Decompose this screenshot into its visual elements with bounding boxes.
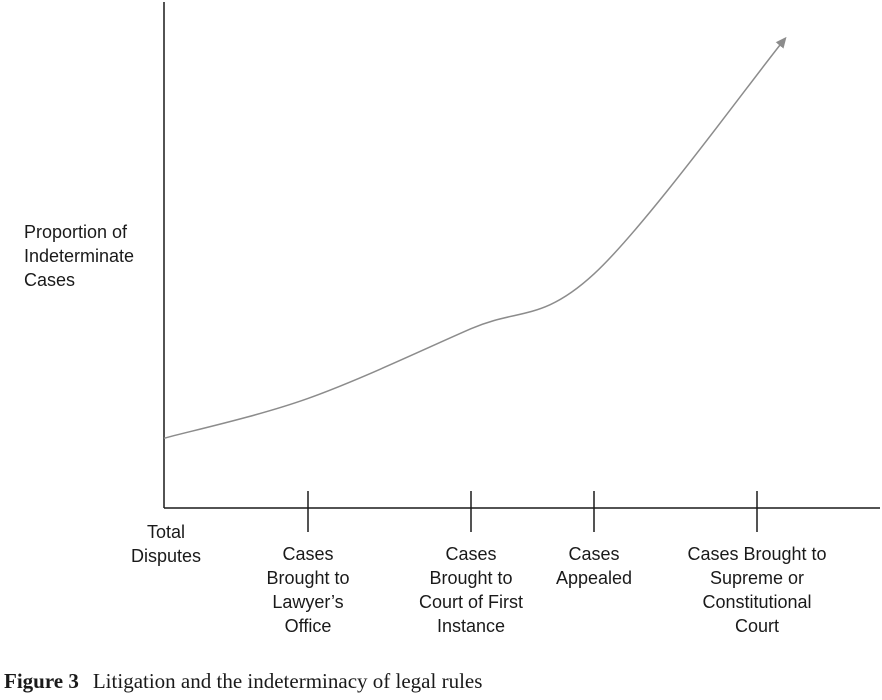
figure-caption: Figure 3 Litigation and the indeterminacy… xyxy=(4,668,482,694)
figure-number: Figure 3 xyxy=(4,669,79,693)
x-tick-label-line: Cases xyxy=(568,544,620,564)
x-tick-label-line: Appealed xyxy=(555,568,633,588)
x-tick-label: Total Disputes xyxy=(111,520,221,568)
x-tick-label: Cases Brought to Court of First Instance xyxy=(396,542,546,638)
x-tick-label-line: Cases Brought to xyxy=(687,544,827,564)
x-tick-label-line: Total xyxy=(146,522,186,542)
y-axis-label-line: Proportion of xyxy=(24,222,128,242)
y-axis-label-line: Indeterminate xyxy=(24,246,135,266)
x-tick-label-line: Disputes xyxy=(130,546,202,566)
x-tick-label-line: Brought to xyxy=(429,568,513,588)
x-tick-label-line: Instance xyxy=(436,616,506,636)
y-axis-label-line: Cases xyxy=(24,270,76,290)
x-tick-label-line: Lawyer’s xyxy=(272,592,344,612)
x-tick-label-line: Cases xyxy=(282,544,334,564)
x-tick-label-line: Constitutional xyxy=(702,592,812,612)
x-tick-label-line: Office xyxy=(284,616,332,636)
x-tick-label: Cases Brought to Lawyer’s Office xyxy=(243,542,373,638)
x-tick-label-line: Court xyxy=(734,616,779,636)
figure-caption-text: Litigation and the indeterminacy of lega… xyxy=(92,669,483,693)
x-tick-label-line: Supreme or xyxy=(709,568,805,588)
x-tick-label: Cases Appealed xyxy=(539,542,649,590)
x-tick-label-line: Court of First xyxy=(418,592,524,612)
x-axis-ticks xyxy=(307,491,758,532)
series-line xyxy=(163,36,787,440)
x-tick-label-line: Cases xyxy=(445,544,497,564)
x-tick-label-line: Brought to xyxy=(266,568,350,588)
x-tick-label: Cases Brought to Supreme or Constitutional… xyxy=(667,542,847,638)
y-axis-label: Proportion of Indeterminate Cases xyxy=(24,220,164,292)
